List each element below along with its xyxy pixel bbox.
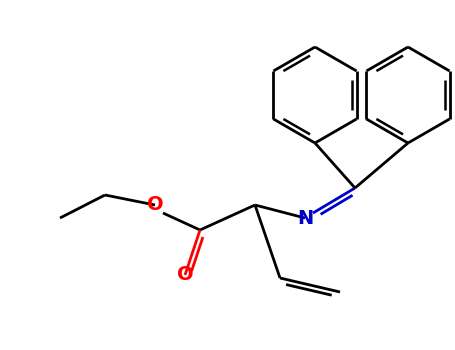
Text: N: N	[297, 209, 313, 228]
Text: O: O	[177, 266, 193, 285]
Text: O: O	[147, 196, 163, 215]
